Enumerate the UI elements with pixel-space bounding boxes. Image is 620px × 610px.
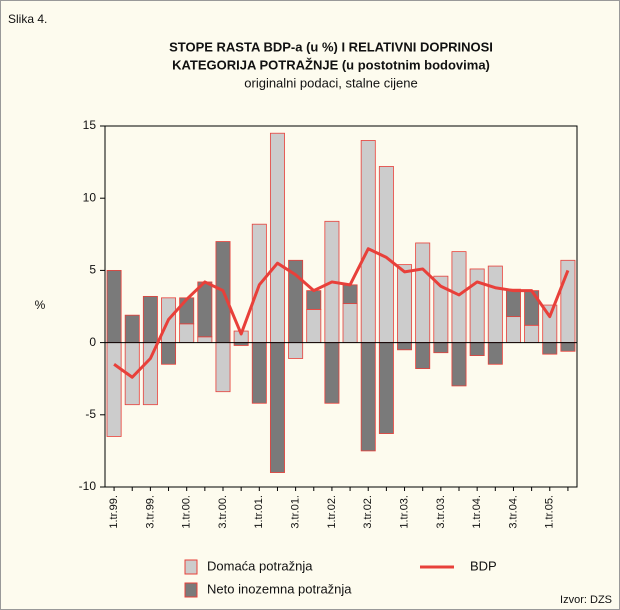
- x-tick-label: 3.tr.01.: [290, 495, 302, 529]
- bar: [451, 342, 467, 387]
- bar: [306, 308, 322, 344]
- bar: [269, 132, 285, 344]
- bar: [197, 336, 213, 344]
- y-tick-label: 10: [83, 190, 97, 204]
- bar: [360, 342, 376, 452]
- bar: [342, 303, 358, 343]
- bar: [215, 342, 231, 393]
- bar: [251, 342, 267, 404]
- legend-swatch: [184, 559, 198, 575]
- bar: [560, 342, 576, 352]
- bar: [106, 269, 122, 343]
- bar: [360, 140, 376, 344]
- bar: [524, 324, 540, 344]
- bar: [324, 342, 340, 404]
- bar: [378, 342, 394, 434]
- bar: [487, 265, 503, 343]
- x-tick-label: 1.tr.04.: [471, 495, 483, 529]
- y-tick-label: -5: [85, 407, 96, 421]
- source: Izvor: DZS: [560, 594, 612, 606]
- x-tick-label: 1.tr.03.: [398, 495, 410, 529]
- bar: [505, 316, 521, 344]
- x-tick-label: 3.tr.04.: [507, 495, 519, 529]
- legend-label: BDP: [470, 558, 497, 573]
- bar: [342, 284, 358, 305]
- bar: [306, 290, 322, 310]
- x-tick-label: 3.tr.99.: [144, 495, 156, 529]
- line: [113, 247, 570, 379]
- bar: [469, 342, 485, 356]
- x-tick-label: 1.tr.00.: [181, 495, 193, 529]
- x-tick-label: 1.tr.01.: [253, 495, 265, 529]
- bar: [415, 342, 431, 369]
- chart-title: STOPE RASTA BDP-a (u %) I RELATIVNI DOPR…: [169, 39, 493, 54]
- y-tick-label: 0: [89, 335, 96, 349]
- bar: [451, 251, 467, 344]
- bar: [505, 288, 521, 318]
- bar: [397, 264, 413, 343]
- legend-label: Domaća potražnja: [207, 558, 313, 573]
- bar: [542, 342, 558, 355]
- x-tick-label: 1.tr.99.: [108, 495, 120, 529]
- x-tick-label: 3.tr.02.: [362, 495, 374, 529]
- chart-title: KATEGORIJA POTRAŽNJE (u postotnim bodovi…: [172, 57, 490, 72]
- bar: [142, 295, 158, 343]
- x-tick-label: 3.tr.00.: [217, 495, 229, 529]
- y-axis-label: %: [35, 298, 46, 312]
- bar: [487, 342, 503, 365]
- bar: [397, 342, 413, 351]
- bar: [197, 281, 213, 338]
- legend-swatch: [184, 582, 198, 598]
- chart-subtitle: originalni podaci, stalne cijene: [244, 75, 417, 90]
- bar: [269, 342, 285, 473]
- y-tick-label: 5: [89, 263, 96, 277]
- bar: [142, 342, 158, 406]
- bar: [179, 323, 195, 344]
- figure-label: Slika 4.: [8, 12, 47, 26]
- x-tick-label: 1.tr.02.: [326, 495, 338, 529]
- y-tick-label: 15: [83, 118, 97, 132]
- bar: [469, 268, 485, 343]
- bar: [415, 242, 431, 344]
- bar: [124, 314, 140, 344]
- bar: [433, 342, 449, 354]
- x-tick-label: 1.tr.05.: [544, 495, 556, 529]
- y-tick-label: -10: [79, 479, 97, 493]
- bar: [161, 342, 177, 365]
- plot-area: [104, 125, 578, 488]
- bar: [179, 297, 195, 325]
- legend-label: Neto inozemna potražnja: [207, 581, 352, 596]
- bar: [106, 342, 122, 437]
- bar: [288, 342, 304, 359]
- x-tick-label: 3.tr.03.: [435, 495, 447, 529]
